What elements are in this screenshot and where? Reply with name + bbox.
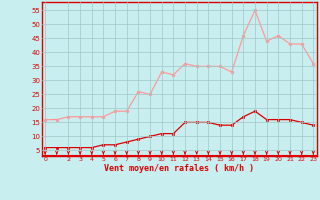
X-axis label: Vent moyen/en rafales ( km/h ): Vent moyen/en rafales ( km/h ) [104,164,254,173]
